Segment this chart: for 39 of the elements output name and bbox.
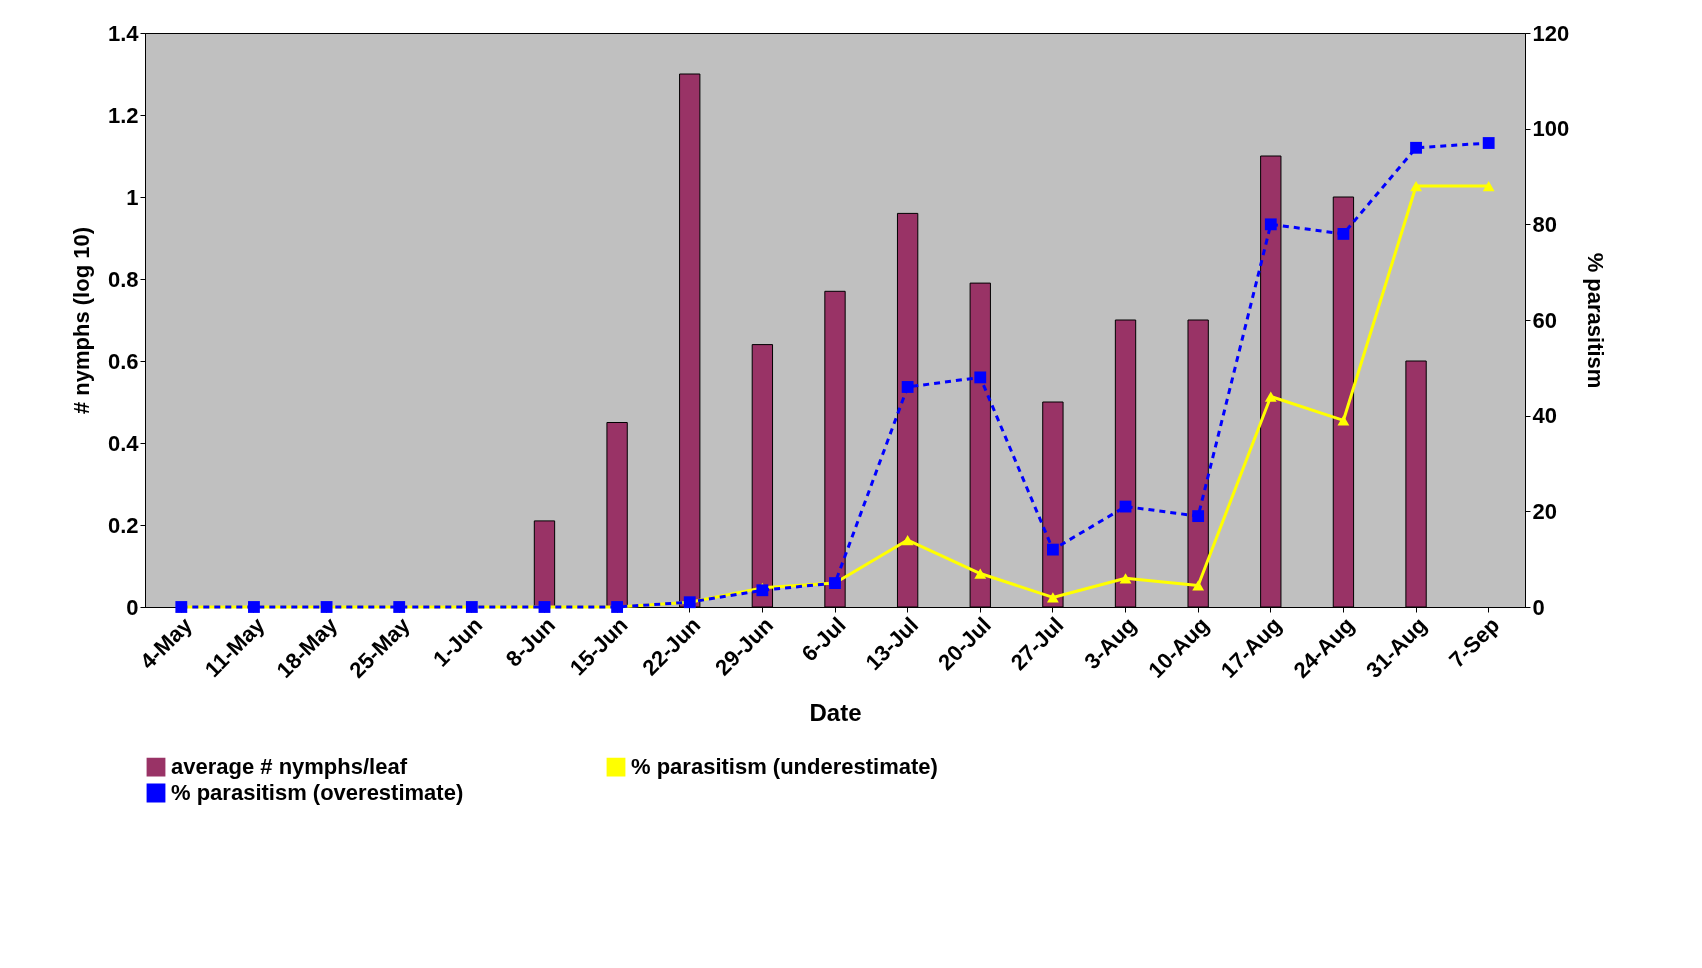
point [1337, 415, 1350, 426]
x-axis-title: Date [809, 699, 862, 727]
y-tick-label: 0.4 [107, 430, 140, 456]
point [1264, 218, 1277, 231]
y-tick-label: 0.8 [107, 266, 139, 292]
point [1337, 227, 1350, 240]
y2-tick-label: 20 [1532, 498, 1557, 524]
point [1192, 580, 1205, 591]
legend-label: % parasitism (underestimate) [631, 754, 938, 780]
y2-tick-label: 40 [1532, 403, 1557, 429]
point [1482, 180, 1495, 192]
y-tick-label: 1.2 [107, 102, 139, 128]
y2-axis-title: % parasitism [1583, 252, 1609, 389]
point [901, 534, 914, 546]
y-tick-label: 1 [126, 184, 139, 210]
point [974, 568, 987, 579]
legend-label: average # nymphs/leaf [171, 754, 408, 780]
y2-tick-label: 60 [1532, 307, 1557, 333]
y-tick-label: 0.6 [107, 348, 139, 374]
y-tick-label: 0 [126, 594, 139, 620]
y-axis-title: # nymphs (log 10) [68, 226, 94, 415]
point [1410, 141, 1422, 154]
point [974, 371, 987, 384]
y-tick-label: 1.4 [107, 20, 140, 46]
legend-label: % parasitism (overestimate) [171, 780, 464, 805]
y2-tick-label: 100 [1532, 116, 1570, 142]
y-tick-label: 0.2 [107, 512, 139, 538]
point [1046, 543, 1059, 556]
point [1410, 180, 1422, 192]
point [901, 381, 914, 393]
point [1264, 391, 1277, 402]
point [1046, 592, 1059, 603]
point [1482, 137, 1495, 149]
y2-tick-label: 80 [1532, 211, 1557, 237]
point [756, 584, 769, 597]
point [1192, 510, 1205, 523]
point [1119, 573, 1132, 584]
y2-tick-label: 0 [1532, 594, 1545, 620]
y2-tick-label: 120 [1532, 20, 1570, 46]
